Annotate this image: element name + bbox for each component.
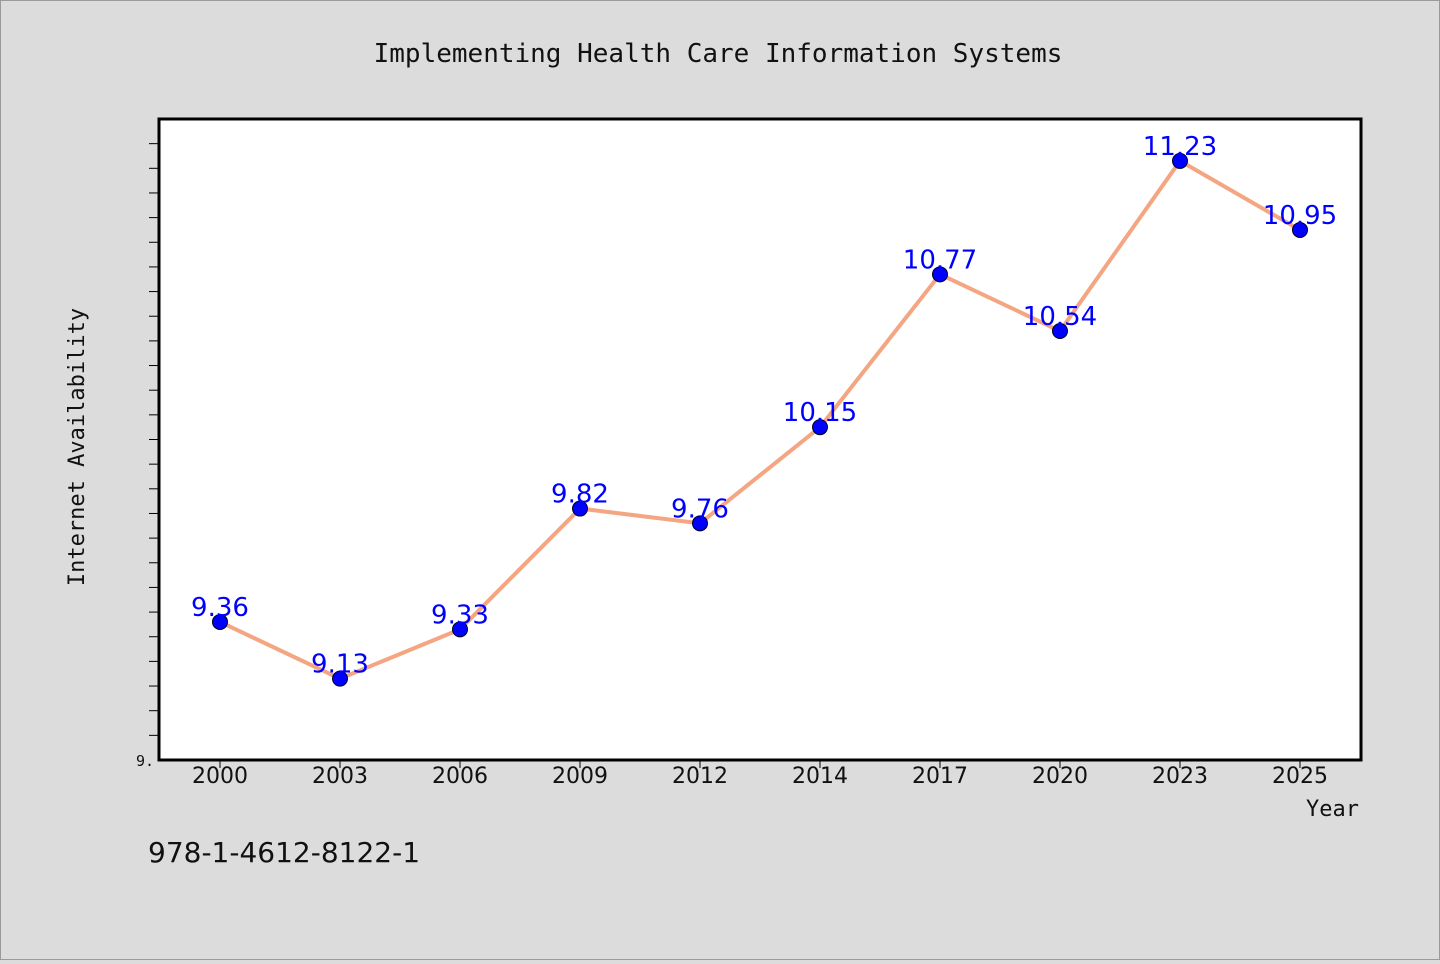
x-tick-label: 2012 xyxy=(672,764,728,789)
x-tick-label: 2014 xyxy=(792,764,848,789)
data-point xyxy=(692,515,708,532)
data-point xyxy=(332,670,348,687)
data-label: 9.76 xyxy=(671,494,729,524)
x-axis-label: Year xyxy=(1306,797,1359,822)
data-point xyxy=(1172,152,1188,169)
data-point xyxy=(452,621,468,638)
data-label: 9.13 xyxy=(311,650,369,680)
x-tick-labels: 2000 2003 2006 2009 2012 2014 2017 2020 2023 2025 xyxy=(192,764,1328,789)
series-line xyxy=(219,158,1301,681)
data-point xyxy=(572,500,588,517)
y-axis-label: Internet Availability xyxy=(65,308,90,586)
x-tick-label: 2020 xyxy=(1032,764,1088,789)
data-point xyxy=(212,613,228,630)
data-label: 10.95 xyxy=(1263,201,1337,231)
x-tick-label: 2000 xyxy=(192,764,248,789)
data-label: 11.23 xyxy=(1143,132,1217,162)
data-labels: 9.36 9.13 9.33 9.82 9.76 10.15 10.77 10.54 11.23… xyxy=(191,132,1337,680)
series-internet-availability xyxy=(219,158,1301,681)
y-axis-ticks xyxy=(149,143,159,736)
x-tick-label: 2017 xyxy=(912,764,968,789)
data-label: 9.33 xyxy=(431,600,489,630)
data-point xyxy=(1292,221,1308,238)
y-tick-label: 9. xyxy=(136,752,154,770)
x-tick-label: 2025 xyxy=(1272,764,1328,789)
x-tick-label: 2023 xyxy=(1152,764,1208,789)
plot-area xyxy=(159,119,1361,760)
data-point xyxy=(812,419,828,436)
data-label: 10.54 xyxy=(1023,302,1097,332)
x-tick-label: 2006 xyxy=(432,764,488,789)
data-point xyxy=(1052,323,1068,340)
chart-title: Implementing Health Care Information Sys… xyxy=(374,39,1063,69)
x-tick-label: 2009 xyxy=(552,764,608,789)
x-tick-label: 2003 xyxy=(312,764,368,789)
plot-border xyxy=(157,117,1363,762)
data-label: 10.77 xyxy=(903,245,977,275)
data-label: 10.15 xyxy=(783,398,857,428)
data-label: 9.82 xyxy=(551,480,609,510)
data-label: 9.36 xyxy=(191,593,249,623)
isbn-text: 978-1-4612-8122-1 xyxy=(148,836,420,869)
data-markers xyxy=(212,152,1308,687)
data-point xyxy=(932,266,948,283)
